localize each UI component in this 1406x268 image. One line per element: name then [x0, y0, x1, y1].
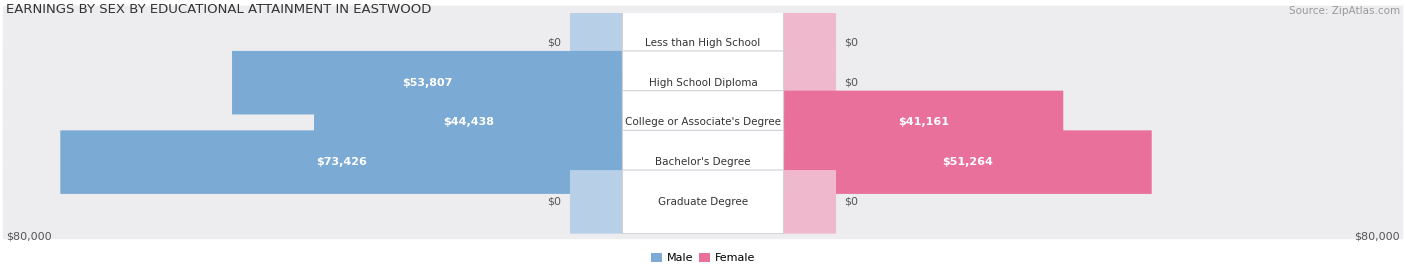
FancyBboxPatch shape	[623, 130, 783, 194]
FancyBboxPatch shape	[3, 85, 1403, 160]
Text: $41,161: $41,161	[898, 117, 949, 127]
FancyBboxPatch shape	[623, 91, 783, 154]
Text: Less than High School: Less than High School	[645, 38, 761, 48]
FancyBboxPatch shape	[783, 130, 1152, 194]
Text: $0: $0	[547, 197, 561, 207]
FancyBboxPatch shape	[783, 170, 837, 234]
FancyBboxPatch shape	[314, 91, 623, 154]
Text: EARNINGS BY SEX BY EDUCATIONAL ATTAINMENT IN EASTWOOD: EARNINGS BY SEX BY EDUCATIONAL ATTAINMEN…	[6, 3, 432, 16]
FancyBboxPatch shape	[623, 170, 783, 234]
FancyBboxPatch shape	[783, 91, 1063, 154]
Text: $53,807: $53,807	[402, 78, 453, 88]
FancyBboxPatch shape	[3, 125, 1403, 199]
Text: $0: $0	[547, 38, 561, 48]
Text: $80,000: $80,000	[1354, 232, 1400, 242]
FancyBboxPatch shape	[60, 130, 623, 194]
FancyBboxPatch shape	[783, 51, 837, 114]
FancyBboxPatch shape	[3, 165, 1403, 239]
Text: $0: $0	[845, 78, 859, 88]
FancyBboxPatch shape	[3, 45, 1403, 120]
Text: College or Associate's Degree: College or Associate's Degree	[626, 117, 780, 127]
FancyBboxPatch shape	[569, 170, 623, 234]
Text: $80,000: $80,000	[6, 232, 52, 242]
FancyBboxPatch shape	[783, 11, 837, 75]
FancyBboxPatch shape	[623, 11, 783, 75]
Text: Source: ZipAtlas.com: Source: ZipAtlas.com	[1288, 6, 1400, 16]
FancyBboxPatch shape	[623, 51, 783, 114]
Text: $51,264: $51,264	[942, 157, 993, 167]
Text: $0: $0	[845, 197, 859, 207]
Text: Bachelor's Degree: Bachelor's Degree	[655, 157, 751, 167]
FancyBboxPatch shape	[569, 11, 623, 75]
Text: $0: $0	[845, 38, 859, 48]
Text: High School Diploma: High School Diploma	[648, 78, 758, 88]
FancyBboxPatch shape	[232, 51, 623, 114]
Text: $44,438: $44,438	[443, 117, 494, 127]
Legend: Male, Female: Male, Female	[647, 249, 759, 268]
Text: $73,426: $73,426	[316, 157, 367, 167]
Text: Graduate Degree: Graduate Degree	[658, 197, 748, 207]
FancyBboxPatch shape	[3, 6, 1403, 80]
